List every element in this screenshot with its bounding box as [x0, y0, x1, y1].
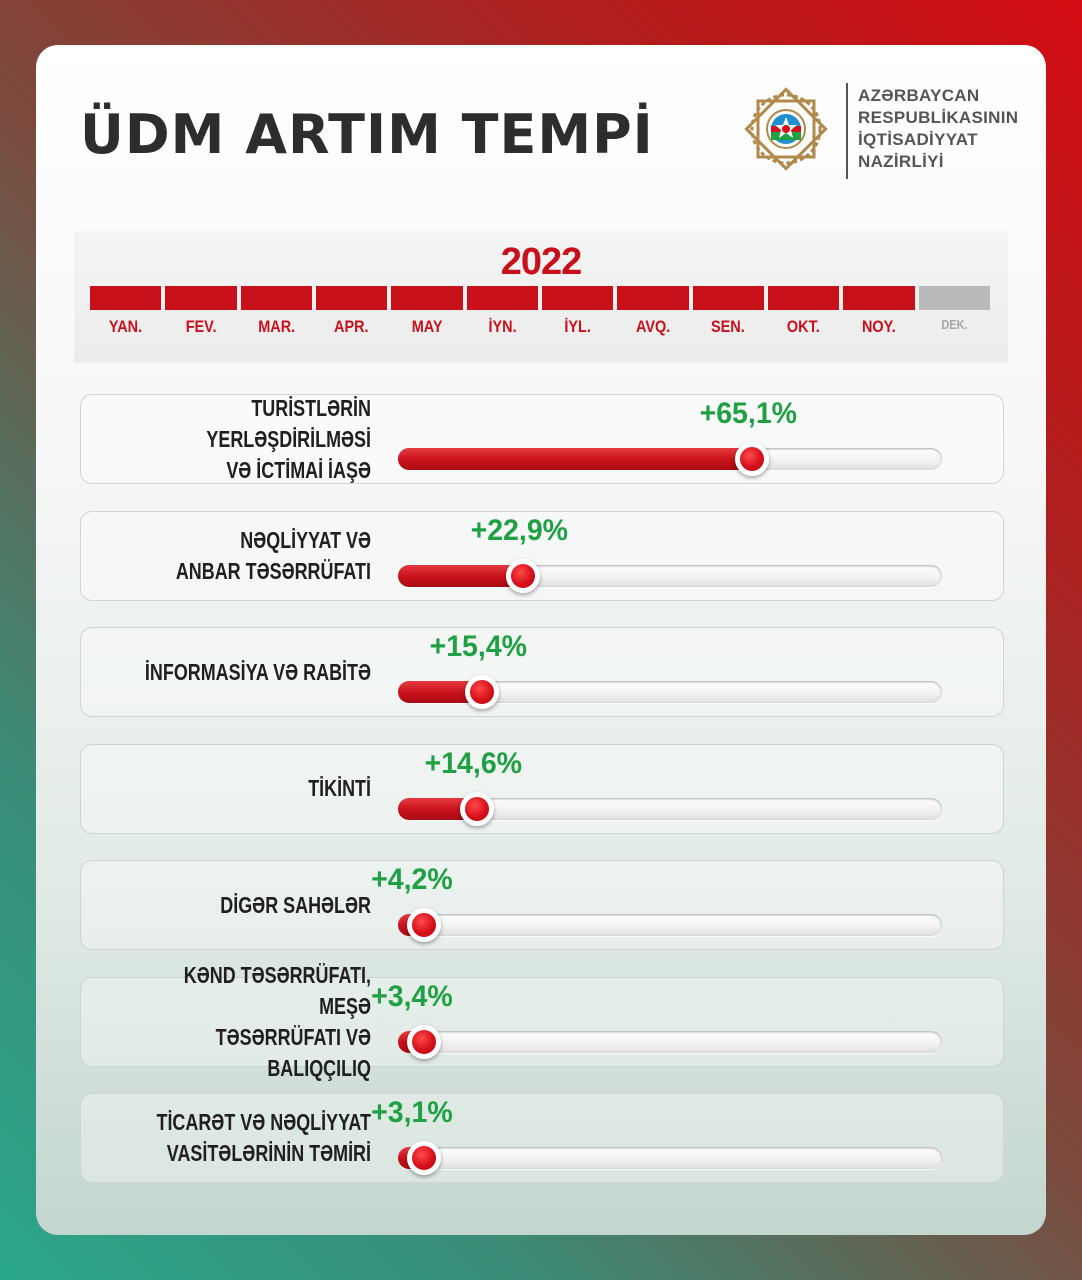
progress-track	[398, 1141, 942, 1175]
category-label: KƏND TƏSƏRRÜFATI, MEŞƏ TƏSƏRRÜFATI VƏ BA…	[71, 962, 371, 1081]
progress-knob	[460, 791, 495, 826]
month-bar	[466, 286, 538, 310]
ministry-name-line: NAZİRLİYİ	[858, 152, 944, 171]
progress-knob	[505, 558, 540, 593]
ministry-emblem-icon	[744, 87, 828, 171]
growth-row: KƏND TƏSƏRRÜFATI, MEŞƏ TƏSƏRRÜFATI VƏ BA…	[80, 962, 1004, 1081]
progress-fill	[398, 797, 478, 820]
category-label-text: KƏND TƏSƏRRÜFATI, MEŞƏ TƏSƏRRÜFATI VƏ BA…	[183, 961, 371, 1081]
category-label-text: NƏQLİYYAT VƏ ANBAR TƏSƏRRÜFATI	[175, 526, 371, 584]
growth-value-label: +15,4%	[429, 630, 527, 663]
month-10: OKT.	[767, 286, 840, 346]
month-2: FEV.	[165, 286, 237, 346]
month-bar	[90, 286, 162, 310]
month-bar	[767, 286, 840, 310]
category-label: TİKİNTİ	[71, 745, 371, 833]
month-12: DEK.	[918, 286, 990, 346]
month-label: İYL.	[564, 317, 591, 336]
month-bar	[391, 286, 463, 310]
category-label-text: TİCARƏT VƏ NƏQLİYYAT VASİTƏLƏRİNİN TƏMİR…	[156, 1109, 371, 1166]
growth-value-label: +4,2%	[371, 863, 453, 896]
progress-fill	[398, 564, 523, 587]
growth-value-label: +14,6%	[424, 746, 523, 780]
progress-track	[398, 558, 942, 593]
progress-knob	[407, 908, 441, 942]
month-label: NOY.	[862, 317, 896, 336]
infographic-card: ÜDM ARTIM TEMPİ AZƏRBAYCAN RESPUBLİKASIN…	[36, 45, 1046, 1235]
growth-value-label: +22,9%	[470, 513, 568, 547]
month-label: İYN.	[488, 317, 517, 336]
progress-track	[398, 675, 942, 709]
month-7: İYL.	[541, 286, 614, 346]
growth-row: TİKİNTİ +14,6%	[80, 743, 1004, 834]
month-6: İYN.	[466, 286, 538, 346]
growth-row: TİCARƏT VƏ NƏQLİYYAT VASİTƏLƏRİNİN TƏMİR…	[80, 1093, 1004, 1183]
category-label-text: DİGƏR SAHƏLƏR	[220, 891, 371, 918]
growth-value-label: +3,1%	[371, 1096, 453, 1129]
progress-track	[398, 442, 942, 476]
progress-fill	[398, 448, 753, 470]
growth-value-label: +3,4%	[371, 979, 453, 1013]
ministry-name: AZƏRBAYCAN RESPUBLİKASININ İQTİSADİYYAT …	[858, 85, 1038, 173]
month-label: MAY	[411, 317, 443, 336]
growth-row: DİGƏR SAHƏLƏR +4,2%	[80, 860, 1004, 950]
month-bar	[541, 286, 614, 310]
ministry-name-line: AZƏRBAYCAN	[858, 86, 980, 105]
month-label: DEK.	[941, 317, 968, 332]
category-label: TURİSTLƏRİN YERLƏŞDİRİLMƏSİ VƏ İCTİMAİ İ…	[71, 395, 371, 483]
month-label: SEN.	[711, 317, 746, 336]
progress-fill	[398, 681, 482, 703]
progress-knob	[735, 442, 770, 476]
month-label: OKT.	[787, 317, 821, 336]
month-bar	[315, 286, 388, 310]
category-label-text: İNFORMASİYA VƏ RABİTƏ	[144, 658, 371, 685]
month-label: MAR.	[257, 317, 295, 336]
month-label: APR.	[334, 317, 369, 336]
month-label: YAN.	[109, 317, 143, 336]
ministry-name-line: RESPUBLİKASININ	[858, 108, 1019, 127]
progress-track	[398, 1024, 942, 1059]
category-label-text: TİKİNTİ	[308, 775, 371, 801]
month-8: AVQ.	[617, 286, 689, 346]
progress-knob	[407, 1024, 441, 1059]
month-bar	[692, 286, 764, 310]
month-bar	[843, 286, 915, 310]
progress-knob	[407, 1141, 441, 1175]
growth-value-label: +65,1%	[699, 397, 798, 430]
category-label-text: TURİSTLƏRİN YERLƏŞDİRİLMƏSİ VƏ İCTİMAİ İ…	[206, 394, 371, 483]
category-label: NƏQLİYYAT VƏ ANBAR TƏSƏRRÜFATI	[71, 512, 371, 600]
month-bar	[165, 286, 237, 310]
timeline-year: 2022	[500, 241, 583, 283]
category-label: TİCARƏT VƏ NƏQLİYYAT VASİTƏLƏRİNİN TƏMİR…	[71, 1094, 371, 1182]
progress-track	[398, 908, 942, 942]
ministry-divider	[846, 83, 848, 179]
growth-row: TURİSTLƏRİN YERLƏŞDİRİLMƏSİ VƏ İCTİMAİ İ…	[80, 394, 1004, 484]
month-4: APR.	[315, 286, 388, 346]
page-title: ÜDM ARTIM TEMPİ	[80, 103, 654, 166]
growth-row: İNFORMASİYA VƏ RABİTƏ +15,4%	[80, 627, 1004, 717]
month-strip: YAN. FEV. MAR. APR. MAY İYN. İYL. AVQ. SEN. OKT. N…	[90, 286, 990, 346]
month-bar	[617, 286, 689, 310]
month-bar	[240, 286, 312, 310]
category-label: İNFORMASİYA VƏ RABİTƏ	[71, 628, 371, 716]
month-3: MAR.	[240, 286, 312, 346]
month-label: FEV.	[185, 317, 217, 336]
category-label: DİGƏR SAHƏLƏR	[71, 861, 371, 949]
month-1: YAN.	[90, 286, 162, 346]
ministry-name-line: İQTİSADİYYAT	[858, 130, 978, 149]
month-bar	[918, 286, 990, 310]
growth-row: NƏQLİYYAT VƏ ANBAR TƏSƏRRÜFATI +22,9%	[80, 510, 1004, 601]
progress-knob	[464, 675, 499, 709]
month-timeline: 2022 YAN. FEV. MAR. APR. MAY İYN. İYL. AVQ. SEN.…	[74, 231, 1008, 363]
month-11: NOY.	[843, 286, 915, 346]
month-5: MAY	[391, 286, 463, 346]
month-label: AVQ.	[635, 317, 671, 336]
progress-track	[398, 791, 942, 826]
month-9: SEN.	[692, 286, 764, 346]
